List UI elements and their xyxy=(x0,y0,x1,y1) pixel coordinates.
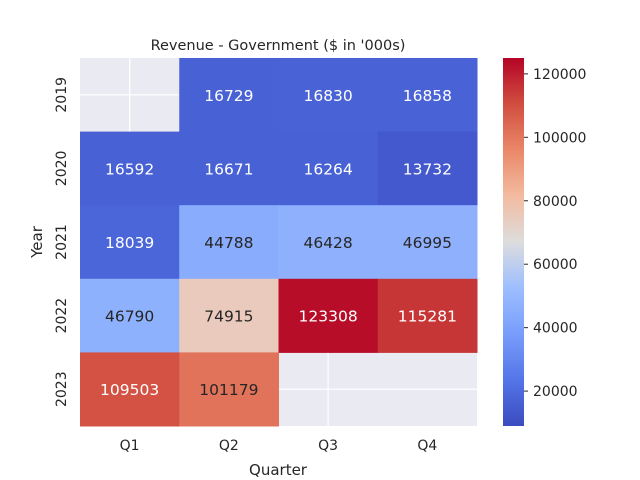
x-tick-label: Q3 xyxy=(318,438,338,454)
cell-value-label: 16592 xyxy=(105,160,154,178)
cell-value-label: 16264 xyxy=(303,160,352,178)
cell-value-label: 16830 xyxy=(303,87,352,105)
colorbar-tick-label: 100000 xyxy=(533,130,586,146)
cell-value-label: 16858 xyxy=(403,87,452,105)
cell-value-label: 74915 xyxy=(204,308,253,326)
cell-value-label: 46428 xyxy=(303,234,352,252)
cell-value-label: 115281 xyxy=(398,308,457,326)
colorbar-tick-label: 20000 xyxy=(533,384,578,400)
heatmap-cell-2019-Q2 xyxy=(179,58,279,133)
y-tick-label: 2022 xyxy=(54,298,70,334)
x-tick-label: Q2 xyxy=(219,438,239,454)
heatmap-cell-2020-Q3 xyxy=(278,131,379,206)
y-tick-label: 2021 xyxy=(54,224,70,260)
y-tick-label: 2019 xyxy=(54,77,70,113)
cell-value-label: 101179 xyxy=(199,381,258,399)
heatmap-cell-2020-Q1 xyxy=(80,131,180,206)
y-axis-label: Year xyxy=(28,225,46,259)
cell-value-label: 109503 xyxy=(100,381,159,399)
cell-value-label: 46995 xyxy=(403,234,452,252)
colorbar-tick-label: 80000 xyxy=(533,194,578,210)
heatmap-cell-2019-Q4 xyxy=(377,58,478,133)
x-axis-label: Quarter xyxy=(249,461,308,479)
cell-value-label: 44788 xyxy=(204,234,253,252)
heatmap-cell-2021-Q1 xyxy=(80,205,180,280)
heatmap-cells: 16729 16830 16858 16592 16671 16264 13732 18039… xyxy=(80,58,478,427)
heatmap-cell-2020-Q2 xyxy=(179,131,279,206)
cell-value-label: 123308 xyxy=(299,308,358,326)
heatmap-cell-2022-Q1 xyxy=(80,278,180,353)
heatmap-cell-2021-Q3 xyxy=(278,205,379,280)
cell-value-label: 16729 xyxy=(204,87,253,105)
colorbar xyxy=(503,58,524,426)
heatmap-cell-2022-Q4 xyxy=(377,278,478,353)
chart-title: Revenue - Government ($ in '000s) xyxy=(151,38,406,54)
cell-value-label: 18039 xyxy=(105,234,154,252)
colorbar-ticks: 20000 40000 60000 80000 100000 120000 xyxy=(524,67,586,400)
x-tick-label: Q1 xyxy=(120,438,140,454)
heatmap-cell-2023-Q1 xyxy=(80,352,180,427)
cell-value-label: 16671 xyxy=(204,160,253,178)
heatmap-cell-2021-Q2 xyxy=(179,205,279,280)
colorbar-tick-label: 60000 xyxy=(533,257,578,273)
x-axis-ticks: Q1 Q2 Q3 Q4 xyxy=(120,438,438,454)
colorbar-tick-label: 40000 xyxy=(533,321,578,337)
cell-value-label: 46790 xyxy=(105,308,154,326)
heatmap-cell-2023-Q2 xyxy=(179,352,279,427)
colorbar-tick-label: 120000 xyxy=(533,67,586,83)
heatmap-cell-2022-Q2 xyxy=(179,278,279,353)
heatmap-cell-2021-Q4 xyxy=(377,205,478,280)
y-tick-label: 2023 xyxy=(54,371,70,407)
x-tick-label: Q4 xyxy=(417,438,437,454)
heatmap-cell-2019-Q3 xyxy=(278,58,379,133)
heatmap-cell-2022-Q3 xyxy=(278,278,379,353)
heatmap-cell-2020-Q4 xyxy=(377,131,478,206)
y-axis-ticks: 2019 2020 2021 2022 2023 xyxy=(54,77,70,407)
cell-value-label: 13732 xyxy=(403,160,452,178)
y-tick-label: 2020 xyxy=(54,151,70,187)
